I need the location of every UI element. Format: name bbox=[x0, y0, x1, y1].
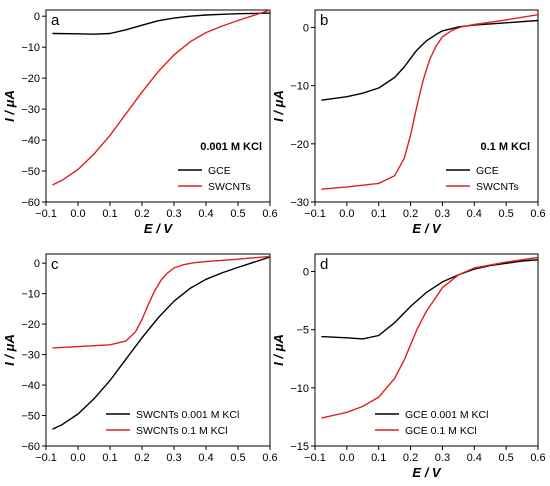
x-tick-label: 0.1 bbox=[102, 452, 117, 464]
y-axis-label: I / μA bbox=[2, 334, 17, 366]
y-axis-label: I / μA bbox=[271, 334, 286, 366]
panel-d: −0.1 0.0 0.1 0.2 0.3 0.4 0.5 0.6 0 −5 −10 −15 E / V I… bbox=[271, 253, 546, 480]
y-axis-label: I / μA bbox=[271, 90, 286, 122]
y-tick-label: −30 bbox=[290, 197, 309, 209]
x-tick-label: 0.0 bbox=[339, 208, 354, 220]
x-tick-label: 0.2 bbox=[134, 208, 149, 220]
x-tick-label: 0.5 bbox=[230, 452, 245, 464]
x-tick-label: 0.4 bbox=[467, 208, 482, 220]
y-tick-label: −5 bbox=[296, 325, 309, 337]
x-tick-label: 0.3 bbox=[166, 208, 181, 220]
x-tick-label: 0.1 bbox=[371, 452, 386, 464]
panel-letter: c bbox=[51, 256, 59, 273]
x-axis-label: E / V bbox=[144, 221, 174, 236]
y-tick-label: −30 bbox=[21, 104, 40, 116]
series-line-1 bbox=[321, 259, 539, 340]
y-tick-label: −50 bbox=[21, 166, 40, 178]
x-tick-label: −0.1 bbox=[35, 452, 57, 464]
y-tick-label: −10 bbox=[290, 81, 309, 93]
y-axis-label: I / μA bbox=[2, 90, 17, 122]
x-tick-label: 0.3 bbox=[166, 452, 181, 464]
y-tick-label: −30 bbox=[21, 350, 40, 362]
legend-label: GCE bbox=[208, 165, 231, 177]
legend-title: 0.1 M KCl bbox=[480, 141, 530, 153]
x-tick-label: 0.6 bbox=[262, 208, 277, 220]
x-tick-label: 0.0 bbox=[70, 452, 85, 464]
series-line-1 bbox=[52, 12, 271, 35]
y-tick-label: −50 bbox=[21, 411, 40, 423]
x-tick-label: 0.4 bbox=[198, 452, 213, 464]
legend-label: GCE bbox=[476, 165, 499, 177]
x-tick-label: 0.6 bbox=[262, 452, 277, 464]
panel-c: −0.1 0.0 0.1 0.2 0.3 0.4 0.5 0.6 0 −10 −20 −30 −40 −5… bbox=[2, 253, 278, 464]
legend-label: SWCNTs 0.001 M KCl bbox=[136, 409, 239, 421]
legend-label: SWCNTs bbox=[476, 181, 519, 193]
series-line-1 bbox=[52, 256, 271, 430]
x-tick-label: 0.3 bbox=[435, 452, 450, 464]
legend-title: 0.001 M KCl bbox=[200, 141, 262, 153]
y-tick-label: 0 bbox=[34, 258, 40, 270]
series-line-2 bbox=[52, 255, 271, 349]
x-tick-label: 0.5 bbox=[498, 452, 513, 464]
y-tick-label: 0 bbox=[303, 22, 309, 34]
x-tick-label: −0.1 bbox=[35, 208, 57, 220]
series-line-2 bbox=[52, 9, 271, 186]
y-tick-label: −40 bbox=[21, 135, 40, 147]
x-axis-label: E / V bbox=[412, 465, 442, 480]
series-line-2 bbox=[321, 14, 539, 190]
y-tick-label: −10 bbox=[290, 383, 309, 395]
x-tick-label: 0.3 bbox=[435, 208, 450, 220]
panel-letter: b bbox=[320, 12, 328, 29]
x-tick-label: 0.0 bbox=[339, 452, 354, 464]
y-tick-label: −10 bbox=[21, 42, 40, 54]
x-tick-label: 0.5 bbox=[230, 208, 245, 220]
x-tick-label: 0.5 bbox=[498, 208, 513, 220]
x-tick-label: −0.1 bbox=[304, 208, 326, 220]
x-axis-label: E / V bbox=[412, 221, 442, 236]
panel-a: −0.1 0.0 0.1 0.2 0.3 0.4 0.5 0.6 0 −10 −20 −30 −40 −5… bbox=[2, 9, 278, 236]
plot-frame bbox=[314, 9, 539, 203]
x-tick-label: 0.1 bbox=[102, 208, 117, 220]
y-tick-label: −10 bbox=[21, 289, 40, 301]
y-tick-label: −60 bbox=[21, 197, 40, 209]
legend-label: SWCNTs bbox=[208, 181, 251, 193]
y-tick-label: −60 bbox=[21, 441, 40, 453]
legend-label: GCE 0.001 M KCl bbox=[405, 409, 488, 421]
y-tick-label: 0 bbox=[303, 266, 309, 278]
plot-frame bbox=[45, 253, 271, 447]
x-tick-label: 0.4 bbox=[467, 452, 482, 464]
y-tick-label: −20 bbox=[21, 73, 40, 85]
plot-frame bbox=[314, 253, 539, 447]
panel-b: −0.1 0.0 0.1 0.2 0.3 0.4 0.5 0.6 0 −10 −20 −30 E / V… bbox=[271, 9, 546, 236]
y-tick-label: 0 bbox=[34, 11, 40, 23]
x-tick-label: 0.4 bbox=[198, 208, 213, 220]
x-tick-label: 0.2 bbox=[403, 452, 418, 464]
series-line-2 bbox=[321, 256, 539, 419]
x-tick-label: 0.6 bbox=[530, 208, 545, 220]
plot-frame bbox=[45, 9, 271, 203]
x-tick-label: 0.1 bbox=[371, 208, 386, 220]
panel-letter: d bbox=[320, 256, 328, 273]
x-tick-label: 0.6 bbox=[530, 452, 545, 464]
legend-label: GCE 0.1 M KCl bbox=[405, 425, 477, 437]
x-tick-label: −0.1 bbox=[304, 452, 326, 464]
y-tick-label: −40 bbox=[21, 380, 40, 392]
y-tick-label: −15 bbox=[290, 441, 309, 453]
y-tick-label: −20 bbox=[290, 139, 309, 151]
x-tick-label: 0.2 bbox=[403, 208, 418, 220]
panel-letter: a bbox=[51, 12, 60, 29]
legend-label: SWCNTs 0.1 M KCl bbox=[136, 425, 228, 437]
y-tick-label: −20 bbox=[21, 319, 40, 331]
x-tick-label: 0.2 bbox=[134, 452, 149, 464]
x-tick-label: 0.0 bbox=[70, 208, 85, 220]
